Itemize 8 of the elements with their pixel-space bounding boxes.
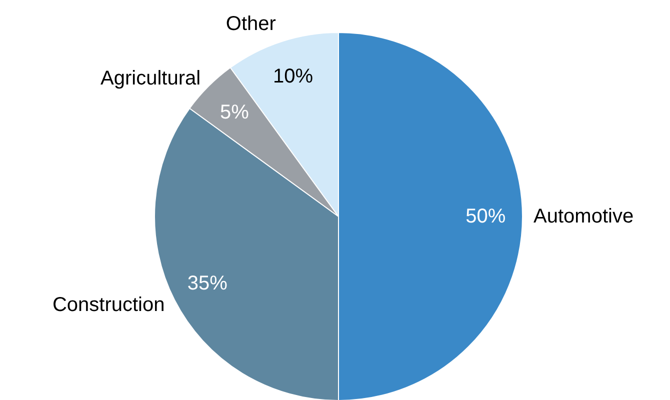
slice-label: Construction [52, 294, 165, 316]
slice-label: Agricultural [100, 68, 201, 90]
data-label: 10% [273, 66, 314, 88]
slice-label: Automotive [534, 206, 634, 228]
data-label: 50% [466, 206, 506, 228]
data-label: 35% [187, 272, 228, 294]
data-label: 5% [220, 101, 250, 124]
slice-label: Other [226, 13, 276, 36]
